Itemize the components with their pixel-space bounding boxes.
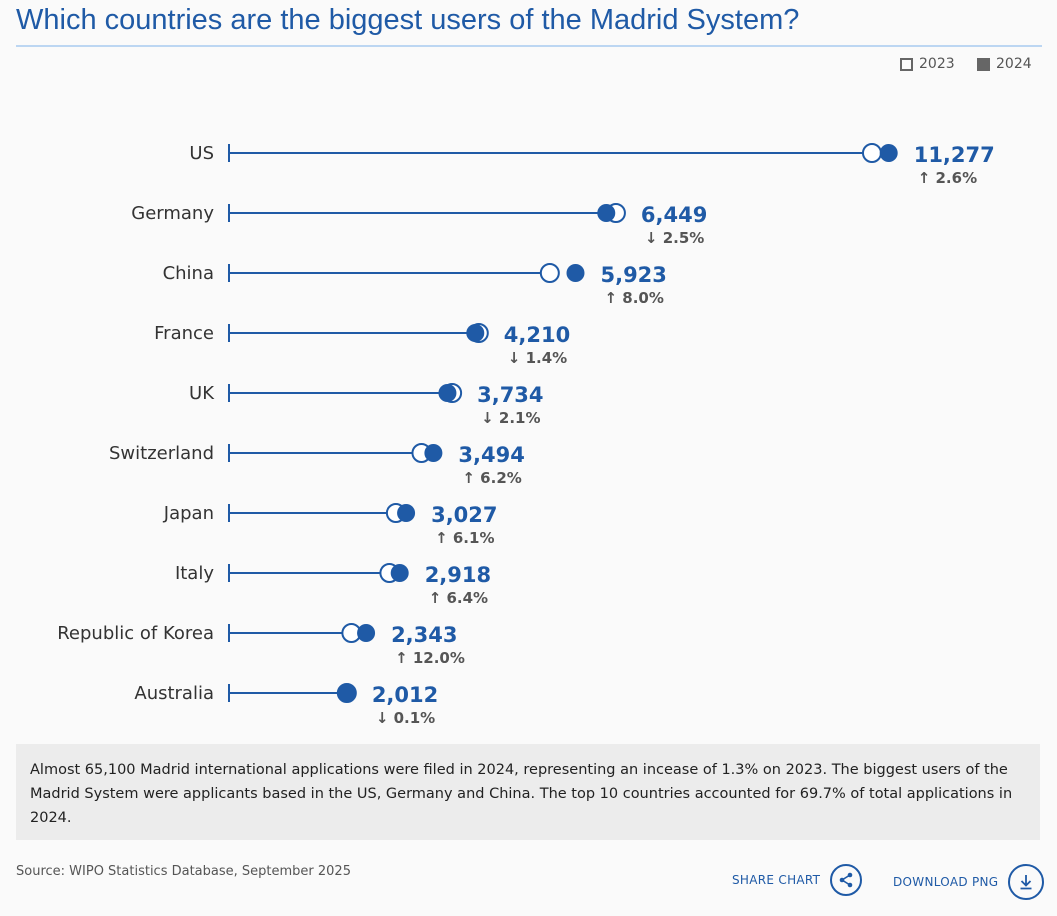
dot-2024 xyxy=(337,684,356,702)
dot-2024 xyxy=(357,624,376,642)
dot-2024 xyxy=(466,324,485,342)
change-label: ↑ 2.6% xyxy=(918,169,977,187)
change-label: ↑ 6.2% xyxy=(462,469,521,487)
share-chart-button[interactable]: SHARE CHART xyxy=(732,864,863,896)
value-label: 11,277 xyxy=(914,143,995,167)
legend-item-2024: 2024 xyxy=(977,56,1032,72)
value-label: 6,449 xyxy=(641,203,707,227)
change-label: ↑ 6.1% xyxy=(435,529,494,547)
chart-title: Which countries are the biggest users of… xyxy=(16,4,800,36)
legend-swatch-outline xyxy=(900,57,913,71)
dot-2024 xyxy=(438,384,457,402)
dot-2024 xyxy=(597,204,616,222)
value-label: 2,918 xyxy=(425,563,491,587)
share-chart-label: SHARE CHART xyxy=(732,873,821,887)
dot-2024 xyxy=(390,564,409,582)
download-png-button[interactable]: DOWNLOAD PNG xyxy=(893,864,1045,900)
value-label: 2,012 xyxy=(372,683,438,707)
dot-2024 xyxy=(397,504,416,522)
dumbbell-chart: US 11,277 ↑ 2.6% Germany 6,449 ↓ 2.5% China 5,9… xyxy=(57,143,995,727)
dot-2024 xyxy=(566,264,585,282)
category-label: Japan xyxy=(163,503,214,524)
change-label: ↓ 2.5% xyxy=(645,229,704,247)
dot-2023 xyxy=(861,143,882,163)
category-label: Australia xyxy=(134,683,214,704)
share-icon xyxy=(830,864,863,896)
change-label: ↑ 8.0% xyxy=(604,289,663,307)
category-label: Republic of Korea xyxy=(57,623,214,644)
category-label: Germany xyxy=(131,203,214,224)
value-label: 3,494 xyxy=(458,443,524,467)
legend-swatch-filled xyxy=(977,57,990,71)
category-label: US xyxy=(189,143,214,164)
title-divider xyxy=(16,45,1042,47)
change-label: ↓ 2.1% xyxy=(481,409,540,427)
download-icon xyxy=(1008,864,1045,900)
value-label: 2,343 xyxy=(391,623,457,647)
category-label: Switzerland xyxy=(109,443,214,464)
value-label: 4,210 xyxy=(504,323,570,347)
legend-item-2023: 2023 xyxy=(900,56,955,72)
download-png-label: DOWNLOAD PNG xyxy=(893,875,999,889)
value-label: 3,027 xyxy=(431,503,497,527)
change-label: ↓ 1.4% xyxy=(508,349,567,367)
value-label: 5,923 xyxy=(600,263,666,287)
category-label: France xyxy=(154,323,214,344)
value-label: 3,734 xyxy=(477,383,543,407)
dot-2023 xyxy=(539,263,560,283)
change-label: ↑ 6.4% xyxy=(429,589,488,607)
category-label: Italy xyxy=(175,563,214,584)
summary-text: Almost 65,100 Madrid international appli… xyxy=(16,744,1040,840)
dot-2024 xyxy=(879,144,898,162)
change-label: ↓ 0.1% xyxy=(376,709,435,727)
category-label: UK xyxy=(189,383,215,404)
legend-label: 2023 xyxy=(919,56,955,72)
legend-label: 2024 xyxy=(996,56,1032,72)
source-note: Source: WIPO Statistics Database, Septem… xyxy=(16,864,351,879)
dot-2024 xyxy=(424,444,443,462)
category-label: China xyxy=(163,263,214,284)
change-label: ↑ 12.0% xyxy=(395,649,465,667)
